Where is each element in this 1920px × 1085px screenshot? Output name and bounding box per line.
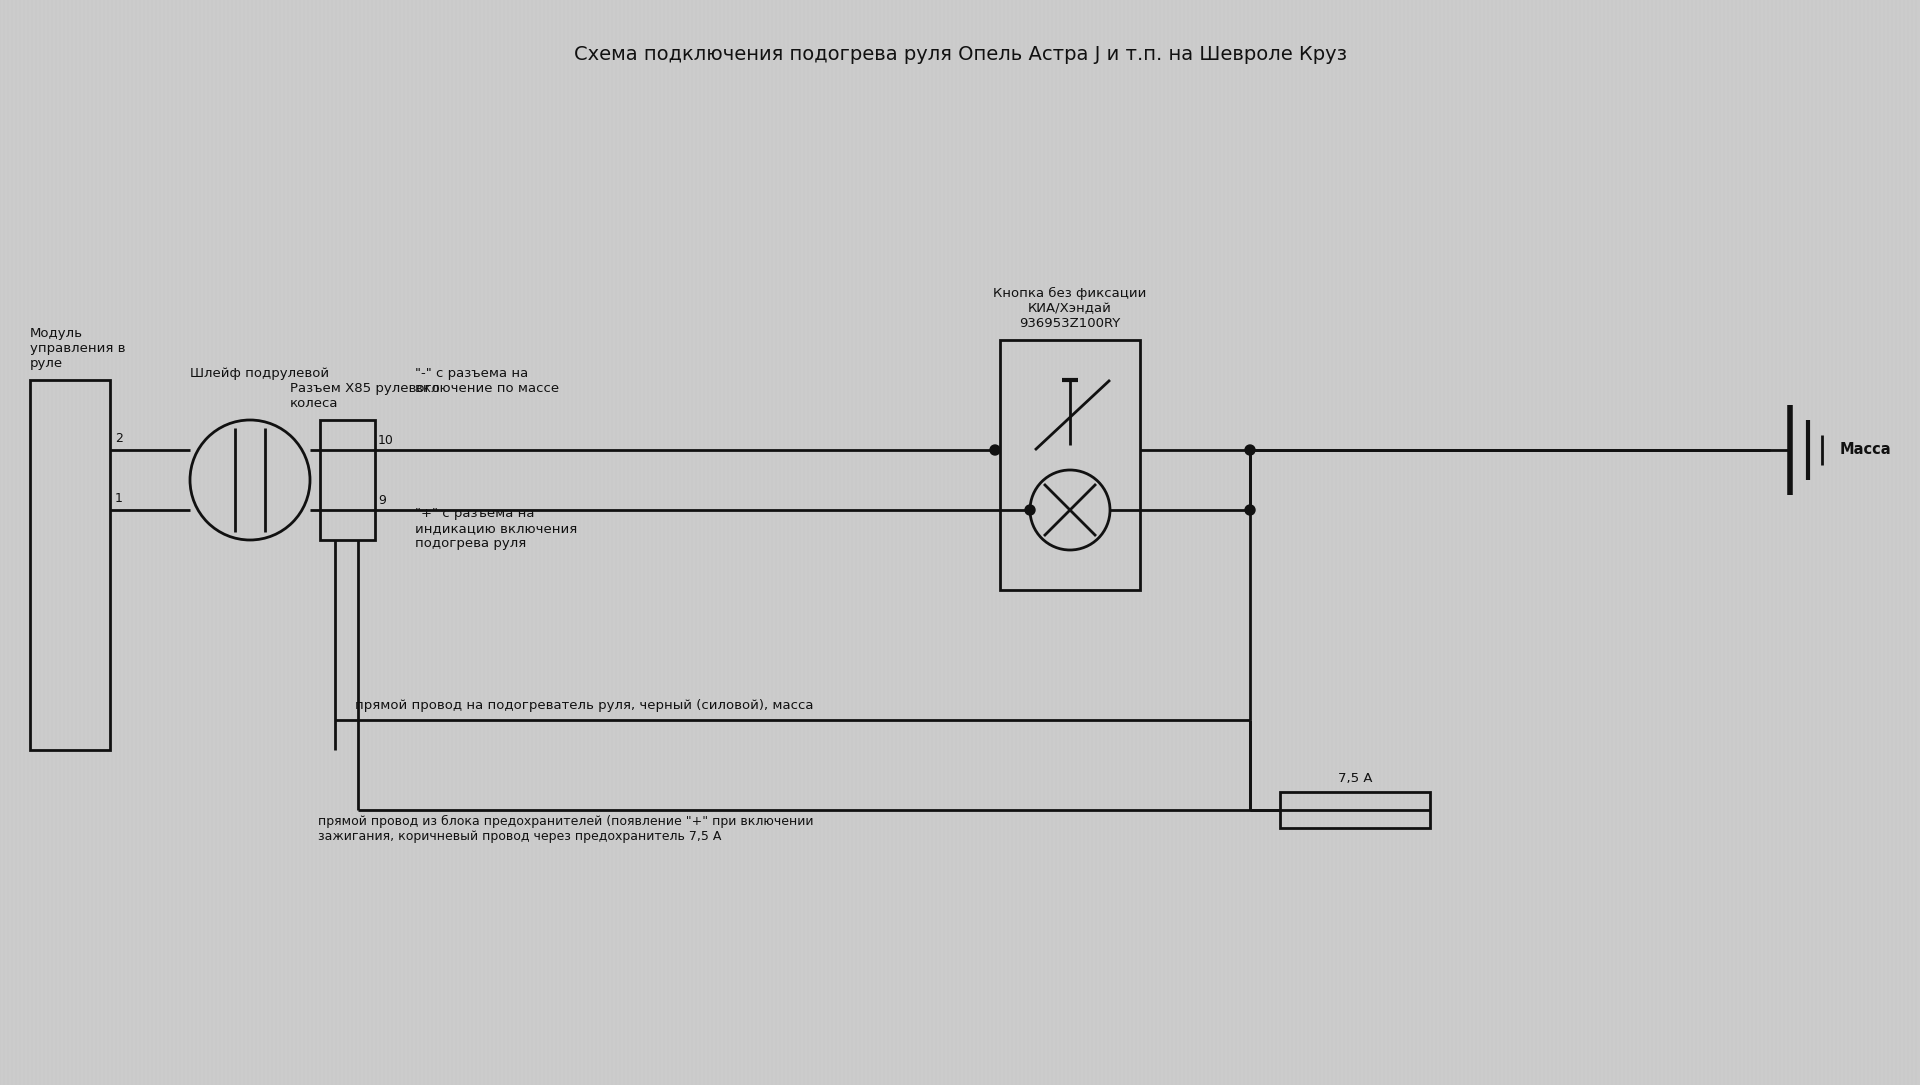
Text: 2: 2: [115, 432, 123, 445]
Text: Схема подключения подогрева руля Опель Астра J и т.п. на Шевроле Круз: Схема подключения подогрева руля Опель А…: [574, 46, 1346, 64]
Text: Кнопка без фиксации
КИА/Хэндай
936953Z100RY: Кнопка без фиксации КИА/Хэндай 936953Z10…: [993, 286, 1146, 330]
Bar: [1000, 340, 1140, 590]
Bar: [1281, 792, 1430, 828]
Text: прямой провод на подогреватель руля, черный (силовой), масса: прямой провод на подогреватель руля, чер…: [355, 699, 814, 712]
Text: Масса: Масса: [1839, 443, 1891, 458]
Text: Разъем Х85 рулевого
колеса: Разъем Х85 рулевого колеса: [290, 382, 440, 410]
Circle shape: [1244, 445, 1256, 455]
Circle shape: [1244, 505, 1256, 515]
Text: Модуль
управления в
руле: Модуль управления в руле: [31, 327, 125, 370]
Text: прямой провод из блока предохранителей (появление "+" при включении
зажигания, к: прямой провод из блока предохранителей (…: [319, 815, 814, 843]
Text: 1: 1: [115, 492, 123, 505]
Text: 9: 9: [378, 494, 386, 507]
Bar: [31, 380, 109, 750]
Text: Шлейф подрулевой: Шлейф подрулевой: [190, 367, 330, 380]
Bar: [321, 420, 374, 540]
Text: 7,5 А: 7,5 А: [1338, 773, 1373, 786]
Text: "-" с разъема на
включение по массе: "-" с разъема на включение по массе: [415, 367, 559, 395]
Text: 10: 10: [378, 434, 394, 447]
Circle shape: [991, 445, 1000, 455]
Circle shape: [1025, 505, 1035, 515]
Text: "+" с разъема на
индикацию включения
подогрева руля: "+" с разъема на индикацию включения под…: [415, 507, 578, 550]
